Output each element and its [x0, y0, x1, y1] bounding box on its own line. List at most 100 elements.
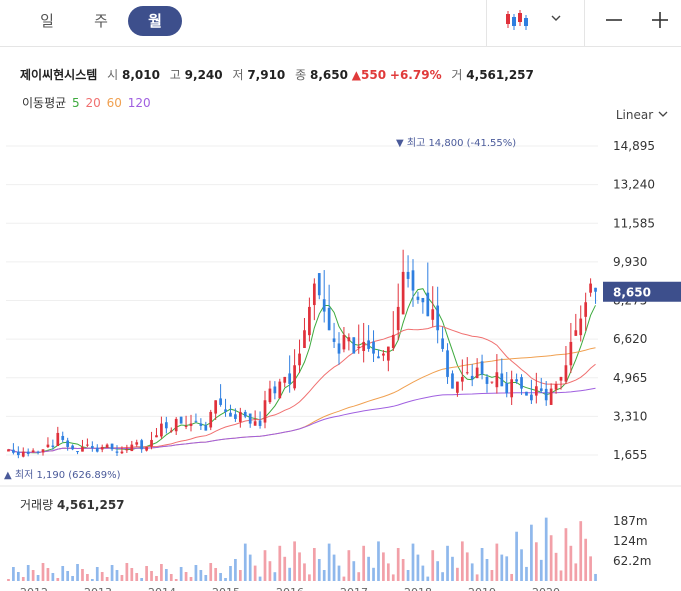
candle-body: [105, 444, 109, 448]
price-tick-label: 11,585: [613, 216, 655, 230]
price-tick-label: 9,930: [613, 255, 647, 269]
candle-body: [406, 271, 410, 279]
candle-body: [332, 338, 336, 342]
volume-bar: [549, 535, 553, 581]
high-label: 고: [169, 68, 181, 82]
volume-bar: [362, 545, 366, 581]
candle-body: [145, 446, 148, 451]
volume-bar: [579, 521, 583, 581]
candle-body: [534, 386, 538, 396]
candle-body: [164, 422, 168, 429]
volume-bar: [357, 572, 361, 581]
candle-body: [189, 423, 193, 426]
volume-value: 4,561,257: [466, 68, 534, 82]
volume-bar: [293, 541, 296, 581]
volume-bar: [229, 566, 232, 581]
candle-body: [426, 292, 430, 317]
volume-bar: [95, 567, 99, 581]
period-toolbar: 일 주 월: [0, 0, 681, 47]
volume-bar: [534, 542, 538, 581]
candlestick-chart-type-icon[interactable]: [504, 8, 534, 32]
candle-body: [293, 365, 296, 389]
volume-bar: [520, 549, 523, 581]
candle-body: [21, 451, 25, 457]
candle-body: [120, 451, 124, 454]
candle-body: [214, 400, 218, 414]
volume-bar: [258, 576, 262, 581]
volume-bar: [253, 565, 257, 581]
volume-bar: [367, 556, 370, 581]
candle-body: [465, 372, 469, 374]
volume-bar: [214, 568, 218, 581]
candle-body: [505, 383, 509, 394]
candle-body: [574, 330, 578, 336]
scale-toggle[interactable]: Linear: [616, 108, 669, 122]
volume-tick-label: 62.2m: [613, 554, 651, 568]
volume-panel-title: 거래량 4,561,257: [20, 496, 125, 513]
candle-body: [204, 425, 208, 431]
volume-bar: [243, 543, 247, 581]
volume-bar: [446, 545, 449, 581]
price-tick-label: 6,620: [613, 332, 647, 346]
stock-name: 제이씨현시스템: [20, 68, 98, 82]
volume-bar: [426, 576, 430, 581]
close-label: 종: [295, 68, 307, 82]
volume-bar: [51, 573, 55, 581]
tab-week[interactable]: 주: [94, 12, 108, 30]
tab-day[interactable]: 일: [40, 12, 54, 30]
volume-bar: [16, 572, 20, 581]
candle-body: [71, 445, 74, 450]
candle-body: [510, 379, 514, 398]
candle-body: [539, 388, 543, 391]
volume-bar: [179, 567, 183, 581]
volume-bar: [268, 561, 272, 581]
volume-bar: [194, 565, 198, 581]
candle-body: [303, 330, 306, 348]
candle-body: [312, 283, 316, 306]
candle-body: [411, 270, 415, 291]
volume-bar: [130, 568, 134, 581]
x-tick-label: 2015: [212, 586, 240, 591]
candle-body: [115, 451, 119, 453]
moving-average-legend: 이동평균 5 20 60 120: [20, 94, 151, 111]
volume-bar: [224, 578, 227, 581]
zoom-out-icon[interactable]: [604, 10, 624, 30]
volume-bar: [66, 571, 70, 581]
candle-body: [61, 435, 65, 440]
candle-body: [441, 338, 444, 349]
volume-bar: [500, 554, 504, 581]
candle-body: [268, 388, 272, 403]
volume-bar: [431, 550, 435, 581]
tab-month[interactable]: 월: [128, 6, 182, 36]
x-tick-label: 2018: [404, 586, 432, 591]
volume-bar: [303, 563, 306, 581]
volume-bar: [273, 572, 277, 581]
candle-body: [273, 386, 277, 394]
volume-bar: [322, 570, 326, 581]
volume-bar: [125, 563, 129, 581]
scale-toggle-label: Linear: [615, 108, 654, 122]
price-tick-label: 4,965: [613, 371, 647, 385]
volume-bar: [495, 543, 499, 581]
volume-bar: [12, 567, 15, 581]
candle-body: [179, 416, 183, 424]
volume-bar: [569, 545, 573, 581]
ma-label: 이동평균: [22, 96, 67, 110]
candle-body: [238, 411, 242, 422]
candle-body: [564, 365, 568, 382]
volume-bar: [204, 575, 208, 581]
volume-bar: [90, 579, 94, 581]
candle-body: [322, 299, 326, 312]
volume-bar: [174, 579, 178, 581]
candle-body: [431, 309, 435, 320]
zoom-in-icon[interactable]: [650, 10, 670, 30]
volume-bar: [86, 574, 89, 581]
volume-panel-label: 거래량: [20, 498, 54, 512]
volume-bar: [574, 563, 578, 581]
open-value: 8,010: [121, 68, 160, 82]
volume-bar: [41, 563, 45, 581]
chevron-down-icon[interactable]: [549, 10, 563, 24]
candle-body: [357, 346, 361, 348]
volume-bar: [145, 566, 148, 581]
volume-bar: [451, 556, 454, 581]
